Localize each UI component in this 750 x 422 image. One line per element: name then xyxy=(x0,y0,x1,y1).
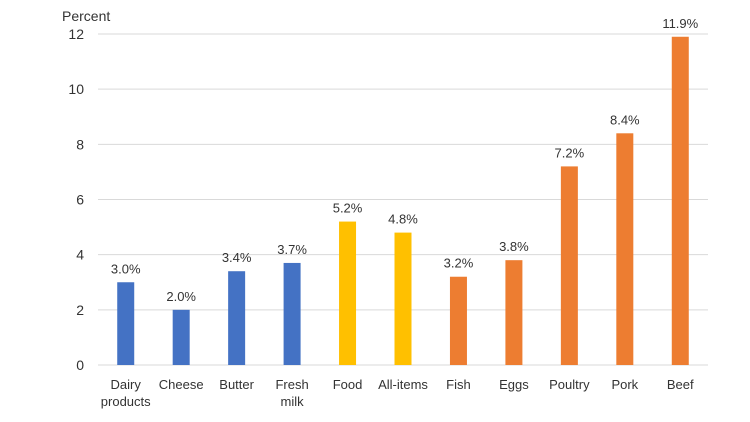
bar xyxy=(117,282,135,365)
data-label: 7.2% xyxy=(555,145,585,160)
category-label: Butter xyxy=(219,377,254,392)
bars xyxy=(117,36,689,366)
y-tick-label: 4 xyxy=(76,247,84,263)
y-tick-label: 10 xyxy=(68,81,84,97)
data-label: 2.0% xyxy=(166,289,196,304)
category-labels: Dairy products Cheese Butter Fresh milk Food Al… xyxy=(101,377,694,409)
y-tick-label: 8 xyxy=(76,136,84,152)
category-label: Fresh milk xyxy=(275,377,308,409)
category-label: Poultry xyxy=(549,377,590,392)
data-label: 8.4% xyxy=(610,112,640,127)
category-label: Fish xyxy=(446,377,471,392)
y-tick-label: 12 xyxy=(68,26,84,42)
bar xyxy=(172,309,190,365)
bar xyxy=(228,271,246,365)
category-label: All-items xyxy=(378,377,428,392)
bar xyxy=(394,232,412,365)
data-label: 4.8% xyxy=(388,212,418,227)
y-axis-ticks: 0 2 4 6 8 10 12 xyxy=(68,26,84,373)
bar xyxy=(283,262,301,365)
bar xyxy=(449,276,467,365)
category-label: Eggs xyxy=(499,377,529,392)
data-label: 3.2% xyxy=(444,256,474,271)
data-label: 3.0% xyxy=(111,261,141,276)
data-label: 5.2% xyxy=(333,201,363,216)
y-axis-title: Percent xyxy=(62,8,110,24)
category-label: Dairy products xyxy=(101,377,151,409)
bar xyxy=(339,221,357,365)
category-label: Food xyxy=(333,377,363,392)
bar xyxy=(616,133,634,365)
category-label: Beef xyxy=(667,377,694,392)
y-tick-label: 0 xyxy=(76,357,84,373)
bar xyxy=(560,166,578,365)
y-tick-label: 2 xyxy=(76,302,84,318)
data-label: 11.9% xyxy=(662,16,698,31)
data-label: 3.4% xyxy=(222,250,252,265)
category-label: Pork xyxy=(611,377,638,392)
category-label: Cheese xyxy=(159,377,204,392)
bar xyxy=(671,36,689,366)
data-label: 3.8% xyxy=(499,239,529,254)
data-labels: 3.0% 2.0% 3.4% 3.7% 5.2% 4.8% 3.2% 3.8% 7.2% 8.4%… xyxy=(111,16,699,304)
y-tick-label: 6 xyxy=(76,192,84,208)
data-label: 3.7% xyxy=(277,242,307,257)
bar xyxy=(505,260,523,365)
